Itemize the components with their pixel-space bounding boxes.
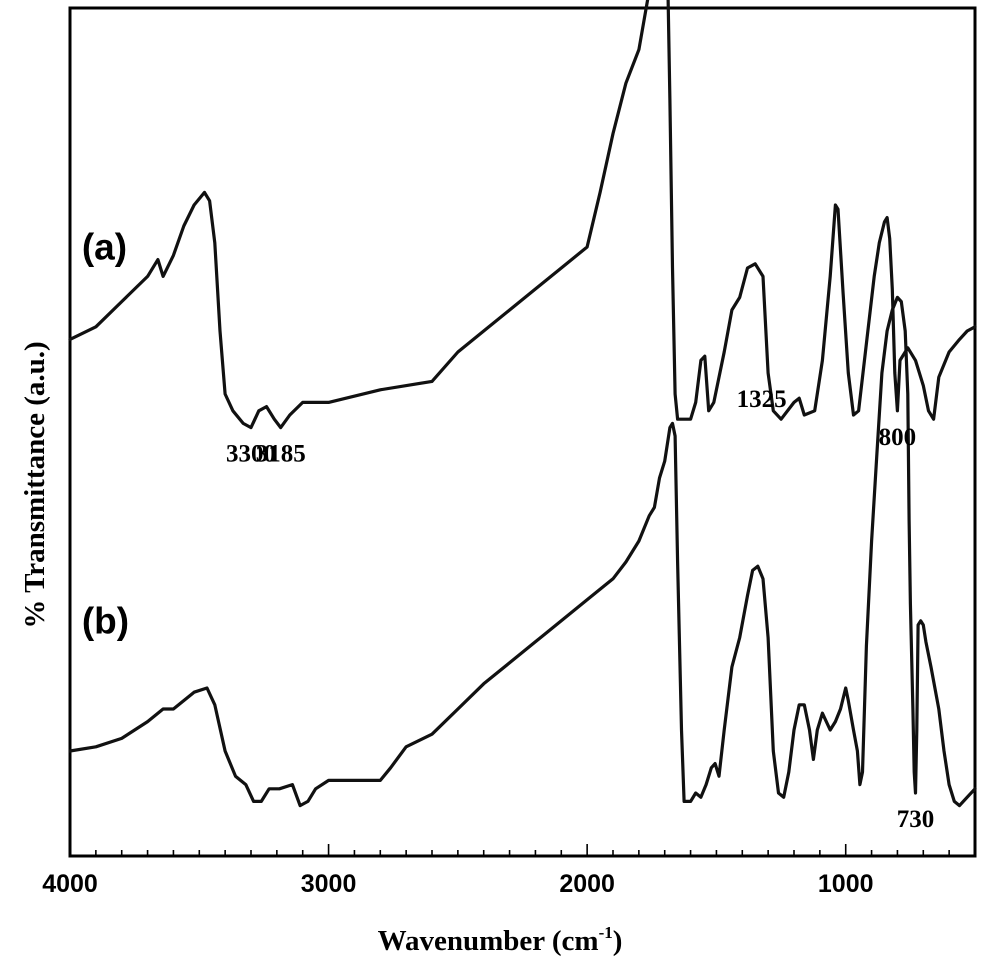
peak-label-3185: 3185 [256,441,306,468]
panel-labels: (a) (b) [82,227,129,642]
peak-label-800: 800 [879,424,917,451]
panel-label: (b) [82,600,129,641]
panel-label: (a) [82,227,127,268]
x-minor-ticks [95,850,976,856]
x-tick-label: 1000 [818,870,874,898]
x-tick-label: 4000 [42,870,98,898]
x-tick-label: 2000 [559,870,615,898]
x-major-ticks: 4000 3000 2000 1000 [42,844,874,898]
series-line-b [68,295,977,808]
peak-label-1325: 1325 [737,386,787,413]
peak-label-3300: 3300 [226,441,276,468]
series-line-a [68,0,977,430]
x-axis-title: Wavenumber (cm-1) [378,923,623,957]
y-axis-title: % Transmittance (a.u.) [19,341,51,628]
x-tick-label: 3000 [301,870,357,898]
plot-frame [68,6,977,858]
peak-label-730: 730 [897,806,935,833]
series-layer [68,0,977,808]
